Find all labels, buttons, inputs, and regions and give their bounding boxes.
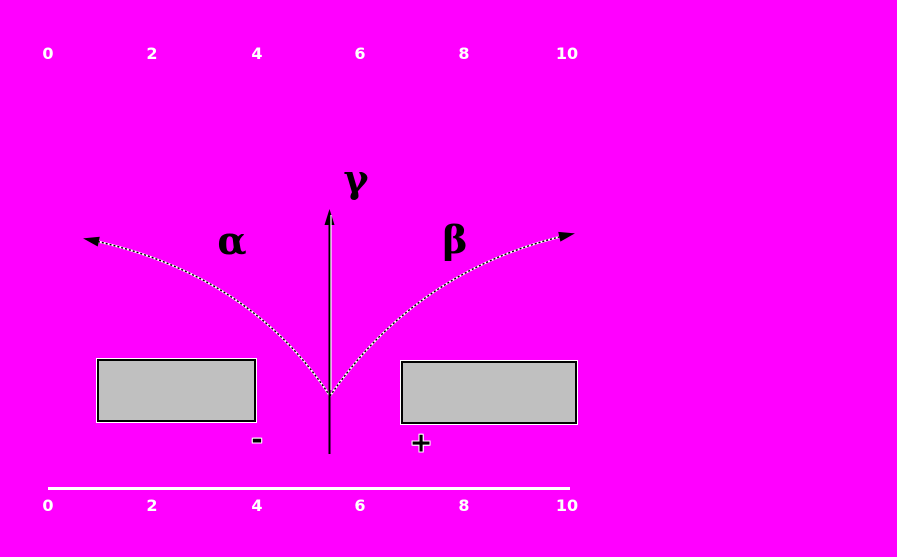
bottom-ruler-line <box>48 487 570 490</box>
bottom-ruler-tick: 10 <box>555 496 579 515</box>
positive-sign: + <box>409 427 433 459</box>
beta-ray-label: β <box>442 217 468 262</box>
negative-plate[interactable] <box>96 358 257 423</box>
bottom-ruler-tick: 8 <box>458 496 470 515</box>
bottom-ruler-tick: 6 <box>354 496 366 515</box>
negative-sign: - <box>251 424 263 456</box>
beta-ray-path <box>329 231 575 397</box>
top-ruler-tick: 8 <box>458 44 470 63</box>
top-ruler-tick: 6 <box>354 44 366 63</box>
top-ruler-tick: 2 <box>146 44 158 63</box>
alpha-ray-path <box>83 236 331 397</box>
gamma-ray-label: γ <box>343 156 369 201</box>
top-ruler-tick: 10 <box>555 44 579 63</box>
top-ruler-tick: 4 <box>251 44 263 63</box>
bottom-ruler-tick: 0 <box>42 496 54 515</box>
bottom-ruler-tick: 4 <box>251 496 263 515</box>
bottom-ruler-tick: 2 <box>146 496 158 515</box>
alpha-ray-label: α <box>217 218 247 263</box>
top-ruler-tick: 0 <box>42 44 54 63</box>
positive-plate[interactable] <box>400 360 578 425</box>
